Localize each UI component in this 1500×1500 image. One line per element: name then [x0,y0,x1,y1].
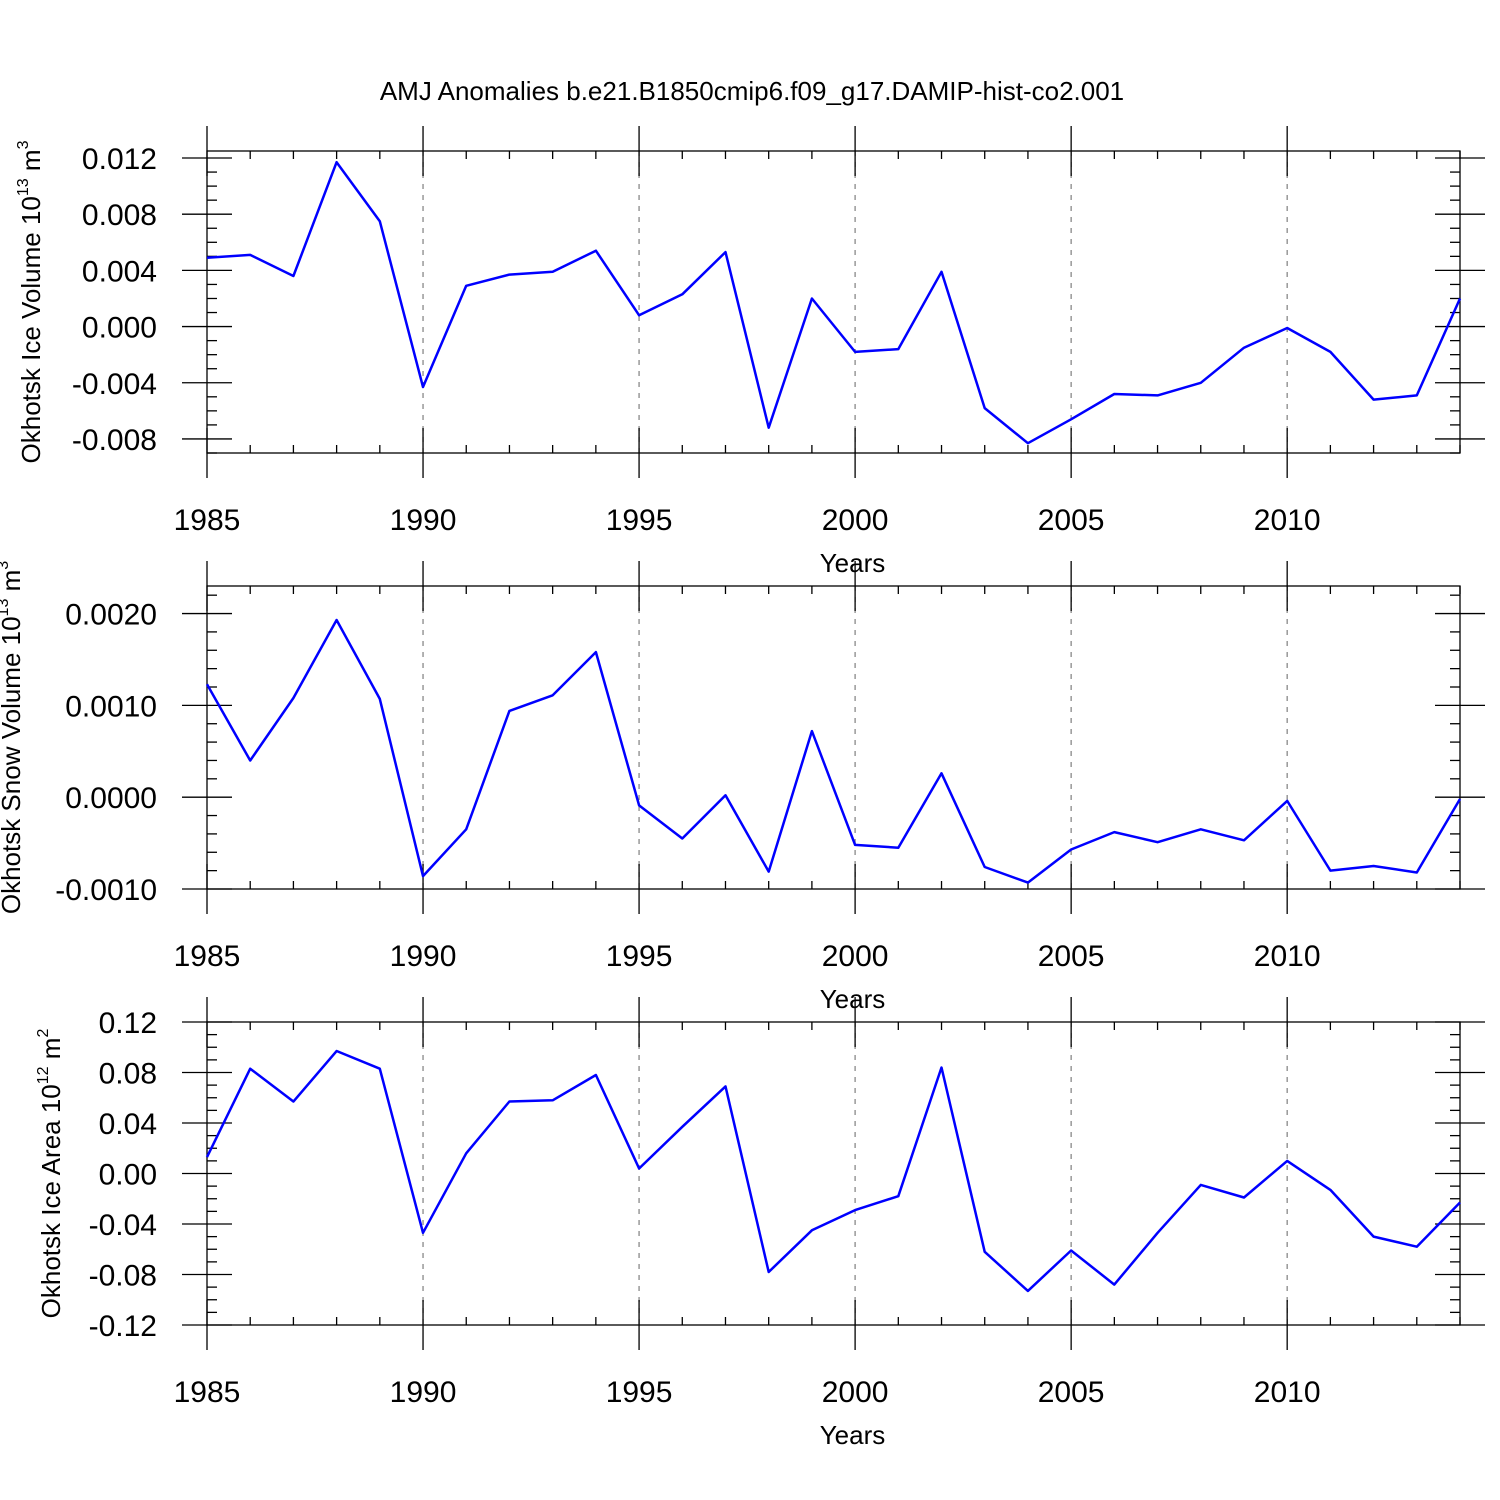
series-line-1 [205,618,1462,884]
x-tick-label: 2010 [1254,504,1321,537]
y-axis-label: Okhotsk Snow Volume 1013 m3 [0,561,26,914]
x-tick-label: 2000 [822,940,889,973]
y-tick-label: -0.004 [72,368,157,401]
y-axis-label: Okhotsk Ice Volume 1013 m3 [15,140,46,463]
plot-frame [206,150,1461,454]
y-tick-label: -0.008 [72,424,157,457]
x-tick-label: 2010 [1254,1376,1321,1409]
x-tick-label: 1990 [390,1376,457,1409]
x-tick-label: 1985 [174,940,241,973]
x-tick-label: 1995 [606,504,673,537]
x-axis-label: Years [820,1420,886,1450]
y-tick-label: 0.04 [99,1108,157,1141]
chart-panel-1: 1985 1990 1995 2000 2005 2010 0.012 0.008 0.004 0… [15,126,1485,578]
x-tick-label: 2005 [1038,504,1105,537]
x-tick-label: 1985 [174,504,241,537]
y-tick-label: 0.00 [99,1159,157,1192]
y-tick-label: 0.004 [82,255,157,288]
y-tick-label: -0.0010 [55,874,157,907]
x-tick-label: 1985 [174,1376,241,1409]
y-tick-label: 0.12 [99,1007,157,1040]
y-tick-label: -0.04 [89,1209,157,1242]
chart-panel-2: 1985 1990 1995 2000 2005 2010 0.0020 0.0010 0.00… [0,561,1485,1014]
panels: 1985 1990 1995 2000 2005 2010 0.012 0.008 0.004 0… [0,126,1485,1450]
y-tick-label: -0.08 [89,1260,157,1293]
series-line-1 [206,160,1462,445]
y-tick-label: 0.008 [82,199,157,232]
y-tick-label: 0.0020 [65,599,157,632]
x-tick-label: 1995 [606,1376,673,1409]
chart-panel-3: 1985 1990 1995 2000 2005 2010 0.12 0.08 0.04 0.00… [35,997,1485,1450]
x-axis-label: Years [820,984,886,1014]
x-tick-label: 1990 [390,940,457,973]
x-tick-label: 2000 [822,1376,889,1409]
x-tick-label: 2010 [1254,940,1321,973]
y-tick-label: 0.08 [99,1058,157,1091]
x-tick-label: 1990 [390,504,457,537]
y-tick-label: 0.012 [82,143,157,176]
y-tick-label: -0.12 [89,1310,157,1343]
x-tick-label: 1995 [606,940,673,973]
y-tick-label: 0.000 [82,312,157,345]
y-tick-label: 0.0010 [65,690,157,723]
x-axis-label: Years [820,548,886,578]
figure-title: AMJ Anomalies b.e21.B1850cmip6.f09_g17.D… [380,76,1124,106]
y-tick-label: 0.0000 [65,782,157,815]
series-line-1 [205,1049,1461,1293]
plot-frame [206,585,1461,890]
x-tick-label: 2000 [822,504,889,537]
y-axis-label: Okhotsk Ice Area 1012 m2 [35,1029,66,1319]
x-tick-label: 2005 [1038,1376,1105,1409]
x-tick-label: 2005 [1038,940,1105,973]
